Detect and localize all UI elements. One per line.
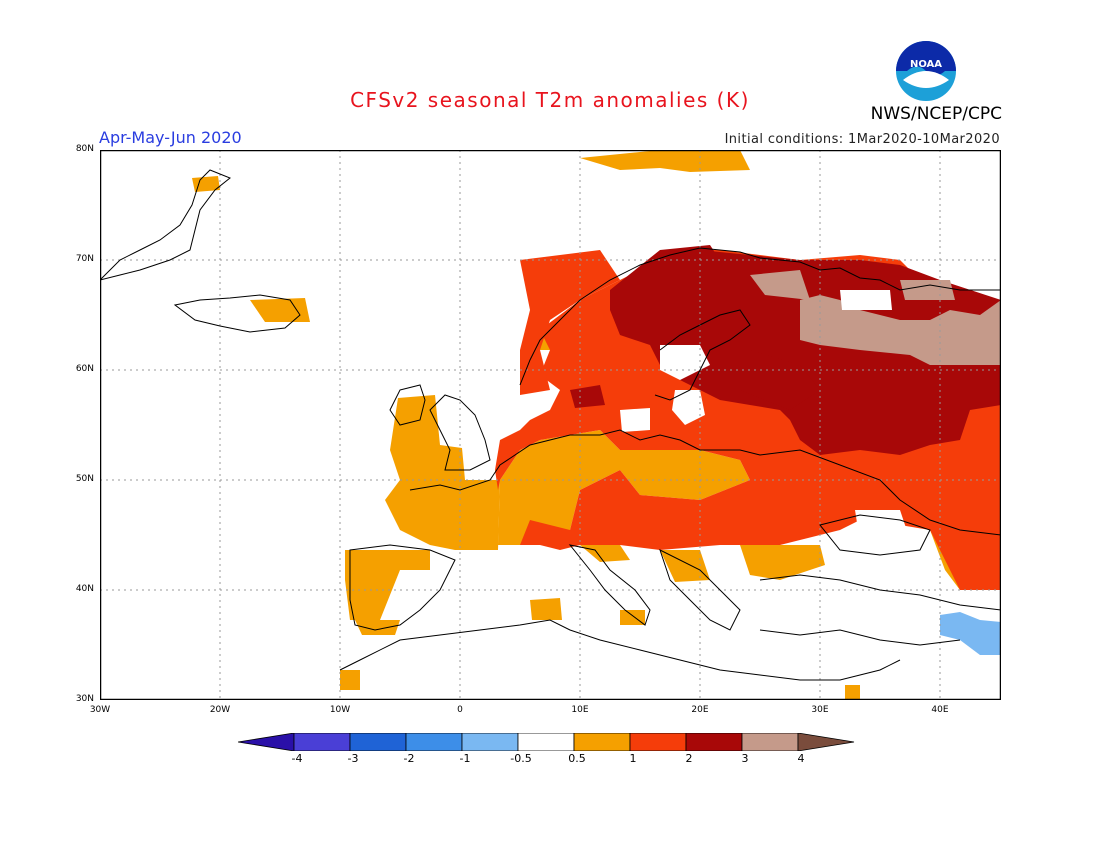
colorbar-label-8: 3 [741, 752, 749, 765]
colorbar [238, 733, 855, 751]
lon-label-40e: 40E [931, 705, 949, 715]
anomaly-2-3 [570, 245, 1001, 455]
colorbar-label-3: -1 [459, 752, 471, 765]
colorbar-label-6: 1 [629, 752, 637, 765]
colorbar-cell-10 [797, 733, 855, 751]
colorbar-label-2: -2 [403, 752, 415, 765]
lat-label-50n: 50N [75, 474, 94, 484]
colorbar-label-7: 2 [685, 752, 693, 765]
lon-label-30e: 30E [811, 705, 829, 715]
lon-label-0: 0 [457, 705, 463, 715]
map-title: CFSv2 seasonal T2m anomalies (K) [350, 88, 750, 112]
anomaly-neg-05 [940, 612, 1001, 655]
anomaly-3-4 [750, 270, 1001, 365]
colorbar-label-1: -3 [347, 752, 359, 765]
lat-label-60n: 60N [75, 364, 94, 374]
colorbar-cell-0 [238, 733, 295, 751]
colorbar-cell-3 [405, 733, 463, 751]
colorbar-cell-2 [349, 733, 407, 751]
colorbar-label-5: 0.5 [568, 752, 586, 765]
coastlines [100, 169, 1001, 681]
lon-label-10w: 10W [329, 705, 351, 715]
lat-label-40n: 40N [75, 584, 94, 594]
lon-label-20e: 20E [691, 705, 709, 715]
colorbar-cell-5 [517, 733, 575, 751]
colorbar-cell-4 [461, 733, 519, 751]
lon-label-30w: 30W [89, 705, 111, 715]
lon-label-20w: 20W [209, 705, 231, 715]
anomaly-map [100, 150, 1001, 700]
lat-label-30n: 30N [75, 694, 94, 704]
grid-lines [100, 150, 1001, 700]
initial-conditions: Initial conditions: 1Mar2020-10Mar2020 [724, 132, 1000, 147]
lon-label-10e: 10E [571, 705, 589, 715]
colorbar-label-0: -4 [291, 752, 303, 765]
colorbar-label-9: 4 [797, 752, 805, 765]
colorbar-cell-7 [629, 733, 687, 751]
colorbar-cell-6 [573, 733, 631, 751]
anomaly-shading [192, 150, 1001, 700]
lat-label-80n: 80N [75, 144, 94, 154]
forecast-period: Apr-May-Jun 2020 [99, 128, 242, 147]
colorbar-cell-9 [741, 733, 799, 751]
lat-label-70n: 70N [75, 254, 94, 264]
noaa-logo: NOAA [896, 41, 956, 101]
agency-label: NWS/NCEP/CPC [870, 104, 1002, 124]
noaa-logo-text: NOAA [910, 59, 942, 70]
colorbar-cell-8 [685, 733, 743, 751]
colorbar-label-4: -0.5 [510, 752, 532, 765]
colorbar-cell-1 [293, 733, 351, 751]
